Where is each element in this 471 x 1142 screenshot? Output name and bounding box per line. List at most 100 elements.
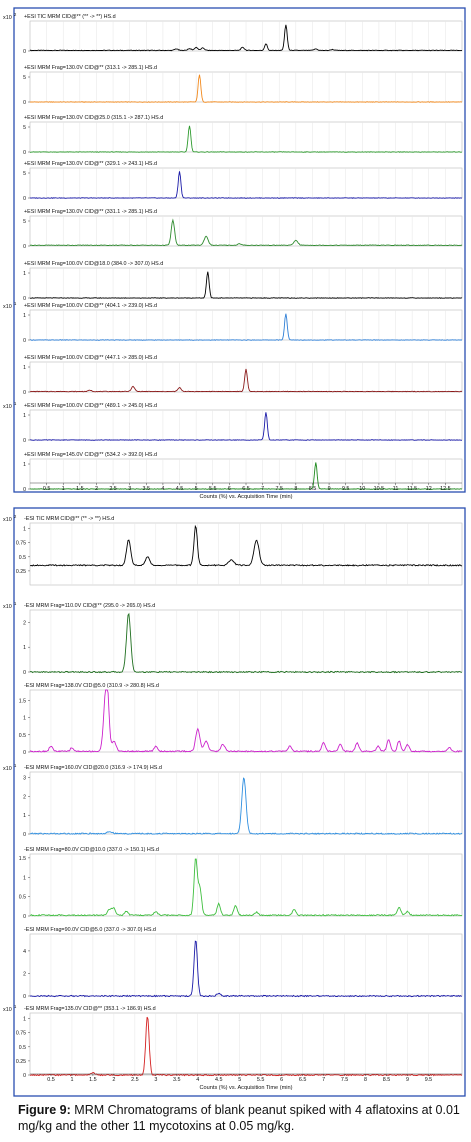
x-tick-label: 9	[406, 1077, 409, 1083]
x-tick-label: 8.5	[309, 486, 317, 492]
chromatogram-panel: +ESI MRM Frag=130.0V CID@** (313.1 -> 28…	[23, 65, 463, 106]
x-tick-label: 12	[426, 486, 432, 492]
x-axis-label: Counts (%) vs. Acquisition Time (min)	[200, 1085, 293, 1091]
x-tick-label: 2.5	[131, 1077, 139, 1083]
panel-title: -ESI MRM Frag=90.0V CID@5.0 (337.0 -> 30…	[24, 927, 156, 933]
chromatogram-trace	[29, 24, 463, 52]
x-tick-label: 5	[195, 486, 198, 492]
plot-area	[29, 689, 463, 753]
chromatogram-panel: +ESI MRM Frag=130.0V CID@** (329.1 -> 24…	[23, 161, 463, 202]
x-tick-label: 0.5	[43, 486, 51, 492]
chromatogram-trace	[29, 1016, 463, 1077]
y-tick-label: 0	[23, 100, 26, 106]
y-tick-label: 0.25	[16, 569, 26, 575]
y-exponent-label: x10	[3, 766, 12, 772]
chromatogram-panel: +ESI MRM Frag=130.0V CID@25.0 (315.1 -> …	[23, 115, 463, 156]
y-tick-label: 1	[23, 271, 26, 277]
chart-frame	[13, 7, 466, 493]
x-tick-label: 6	[228, 486, 231, 492]
x-tick-label: 1	[70, 1077, 73, 1083]
y-tick-label: 1	[23, 365, 26, 371]
x-tick-label: 11	[393, 486, 399, 492]
panel-title: +ESI MRM Frag=130.0V CID@** (313.1 -> 28…	[24, 65, 157, 71]
chromatogram-trace	[29, 612, 463, 674]
y-tick-label: 1	[23, 313, 26, 319]
panel-title: +ESI MRM Frag=130.0V CID@25.0 (315.1 -> …	[24, 115, 163, 121]
y-tick-label: 0.5	[19, 555, 26, 561]
y-tick-label: 0.5	[19, 1045, 26, 1051]
panel-title: +ESI MRM Frag=100.0V CID@** (489.1 -> 24…	[24, 403, 157, 409]
x-tick-label: 12.5	[440, 486, 451, 492]
chromatogram-panel: -ESI MRM Frag=110.0V CID@** (295.0 -> 26…	[3, 601, 463, 676]
chromatogram-panel: -ESI MRM Frag=90.0V CID@5.0 (337.0 -> 30…	[23, 927, 463, 1000]
x-tick-label: 10.5	[374, 486, 385, 492]
y-tick-label: 0	[23, 150, 26, 156]
y-tick-label: 3	[23, 776, 26, 782]
panel-title: -ESI TIC MRM CID@** (** -> **) HS.d	[24, 516, 114, 522]
chromatogram-panel: -ESI MRM Frag=80.0V CID@10.0 (337.0 -> 1…	[19, 847, 463, 920]
chromatogram-trace	[29, 412, 463, 441]
y-tick-label: 1	[23, 716, 26, 722]
x-tick-label: 3.5	[173, 1077, 181, 1083]
y-exponent-label: x10	[3, 15, 12, 21]
chromatogram-panel: +ESI MRM Frag=100.0V CID@** (404.1 -> 23…	[3, 301, 463, 344]
x-tick-label: 5.5	[257, 1077, 265, 1083]
y-tick-label: 0	[23, 750, 26, 756]
y-tick-label: 5	[23, 75, 26, 81]
y-tick-label: 0.75	[16, 541, 26, 547]
x-tick-label: 4.5	[176, 486, 184, 492]
y-exponent-value: 2	[14, 514, 17, 519]
y-tick-label: 5	[23, 171, 26, 177]
x-tick-label: 1.5	[89, 1077, 97, 1083]
panel-title: +ESI MRM Frag=100.0V CID@** (404.1 -> 23…	[24, 303, 157, 309]
y-tick-label: 1	[23, 813, 26, 819]
y-tick-label: 0	[23, 438, 26, 444]
y-tick-label: 5	[23, 219, 26, 225]
y-tick-label: 0	[23, 49, 26, 55]
x-tick-label: 8	[364, 1077, 367, 1083]
panel-title: -ESI MRM Frag=138.0V CID@5.0 (310.9 -> 2…	[24, 683, 159, 689]
chromatogram-trace	[29, 171, 463, 199]
x-tick-label: 4	[196, 1077, 199, 1083]
y-tick-label: 0.75	[16, 1031, 26, 1037]
y-exponent-label: x10	[3, 404, 12, 410]
x-tick-label: 3.5	[143, 486, 151, 492]
y-tick-label: 0	[23, 338, 26, 344]
panel-title: +ESI MRM Frag=145.0V CID@** (534.2 -> 39…	[24, 452, 157, 458]
chromatogram-trace	[29, 462, 463, 490]
panel-title: +ESI TIC MRM CID@** (** -> **) HS.d	[24, 14, 116, 20]
x-tick-label: 4	[161, 486, 164, 492]
chromatogram-trace	[29, 858, 463, 917]
x-tick-label: 7.5	[341, 1077, 349, 1083]
y-tick-label: 2	[23, 794, 26, 800]
chart-negative: -ESI TIC MRM CID@** (** -> **) HS.dx1020…	[3, 507, 466, 1097]
y-exponent-value: 1	[14, 301, 17, 306]
x-tick-label: 9.5	[425, 1077, 433, 1083]
y-exponent-label: x10	[3, 517, 12, 523]
panel-title: -ESI MRM Frag=80.0V CID@10.0 (337.0 -> 1…	[24, 847, 159, 853]
chromatogram-trace	[29, 777, 463, 835]
x-tick-label: 1	[62, 486, 65, 492]
x-tick-label: 0.5	[47, 1077, 55, 1083]
chromatogram-panel: +ESI MRM Frag=130.0V CID@** (331.1 -> 28…	[23, 209, 463, 250]
x-tick-label: 4.5	[215, 1077, 223, 1083]
y-tick-label: 0.25	[16, 1059, 26, 1065]
y-tick-label: 0.5	[19, 895, 26, 901]
chromatogram-trace	[29, 313, 463, 341]
x-tick-label: 3	[154, 1077, 157, 1083]
y-tick-label: 1	[23, 527, 26, 533]
x-tick-label: 9	[328, 486, 331, 492]
x-tick-label: 2	[95, 486, 98, 492]
chromatogram-trace	[29, 689, 463, 753]
plot-area	[29, 1012, 463, 1076]
chromatogram-panel: +ESI MRM Frag=100.0V CID@18.0 (384.0 -> …	[23, 261, 463, 302]
x-tick-label: 9.5	[342, 486, 350, 492]
y-exponent-label: x10	[3, 304, 12, 310]
figure-caption: Figure 9: MRM Chromatograms of blank pea…	[18, 1102, 463, 1134]
y-tick-label: 0	[23, 1073, 26, 1079]
x-tick-label: 11.5	[407, 486, 417, 492]
panel-title: -ESI MRM Frag=110.0V CID@** (295.0 -> 26…	[24, 603, 155, 609]
x-tick-label: 6	[280, 1077, 283, 1083]
